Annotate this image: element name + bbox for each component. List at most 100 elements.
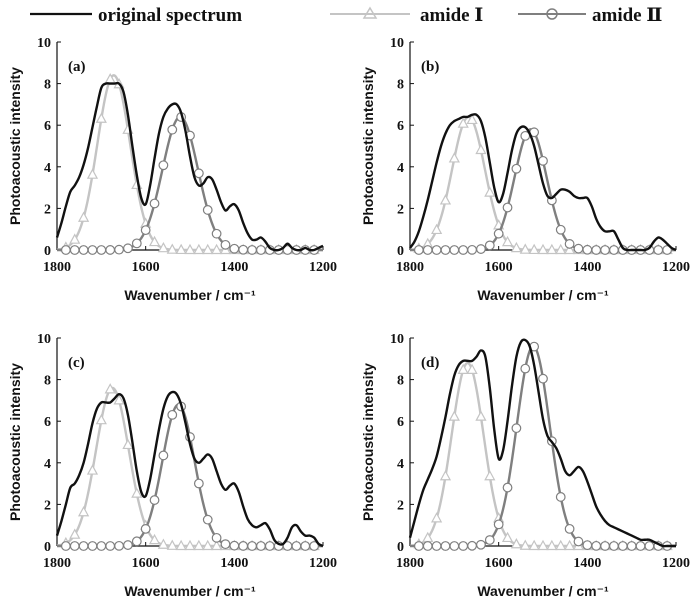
chart-panel: 0 2 4 6 8 10 1800 1600 1400 1200 Wavenumber / cm⁻¹… [360, 36, 690, 303]
amide2-marker [123, 540, 133, 550]
amide2-marker [440, 541, 451, 551]
amide2-marker [564, 523, 575, 534]
x-tick-label: 1600 [485, 260, 513, 275]
amide2-marker [591, 540, 602, 551]
amide1-marker [148, 235, 161, 247]
amide2-marker [573, 243, 584, 254]
amide1-marker [528, 539, 540, 551]
y-tick-label: 6 [397, 415, 404, 430]
amide1-marker [555, 539, 567, 551]
y-tick-label: 2 [397, 498, 404, 513]
amide1-marker [131, 487, 143, 498]
amide2-marker [158, 450, 169, 461]
x-tick-label: 1400 [220, 556, 248, 571]
panel-label: (b) [421, 59, 439, 75]
amide1-marker [563, 539, 576, 551]
amide1-marker [457, 117, 469, 128]
amide2-marker [520, 363, 531, 374]
amide2-marker [60, 541, 71, 551]
y-tick-label: 8 [397, 374, 404, 389]
legend-amide1-label: amide Ⅰ [420, 5, 483, 26]
amide2-line [409, 128, 677, 252]
y-tick-label: 10 [37, 36, 51, 51]
amide2-marker [256, 541, 266, 551]
amide2-marker [114, 244, 124, 255]
y-tick-label: 2 [44, 202, 51, 217]
amide2-marker [78, 245, 89, 255]
amide2-marker [193, 478, 204, 489]
amide1-marker [157, 538, 170, 549]
x-tick-label: 1200 [309, 556, 337, 571]
amide1-marker [210, 243, 223, 255]
amide2-marker [131, 238, 142, 249]
amide2-marker [229, 243, 240, 254]
amide2-marker [555, 224, 566, 235]
y-tick-label: 6 [44, 119, 51, 134]
amide1-marker [166, 539, 178, 550]
amide2-marker [538, 373, 548, 384]
y-tick-label: 6 [397, 119, 404, 134]
amide2-marker [131, 536, 142, 547]
amide1-marker [484, 186, 496, 197]
amide2-marker [69, 245, 80, 255]
amide1-marker [69, 528, 81, 539]
amide2-line [56, 403, 324, 548]
amide2-marker [484, 535, 495, 545]
y-tick-label: 2 [397, 202, 404, 217]
amide2-marker [238, 244, 249, 255]
amide2-marker [202, 514, 213, 525]
amide2-marker [458, 541, 469, 551]
original-spectrum-line [408, 338, 676, 548]
amide2-marker [149, 495, 160, 505]
amide2-marker [202, 205, 213, 215]
x-tick-label: 1800 [43, 556, 71, 571]
amide1-marker [193, 539, 205, 551]
y-tick-label: 6 [44, 415, 51, 430]
amide2-marker [502, 482, 513, 493]
x-tick-label: 1400 [573, 260, 601, 275]
amide1-marker [77, 211, 90, 222]
amide2-marker [140, 523, 151, 534]
y-tick-label: 2 [44, 498, 51, 513]
y-tick-label: 0 [44, 540, 51, 555]
y-tick-label: 8 [44, 374, 51, 389]
amide2-marker [87, 541, 98, 551]
amide1-marker [501, 235, 514, 247]
amide1-marker [95, 413, 107, 425]
legend-amide1-marker [362, 6, 378, 19]
amide1-marker [148, 533, 161, 545]
amide1-marker [430, 223, 443, 235]
amide2-marker [573, 536, 584, 547]
amide2-marker [96, 541, 107, 551]
y-axis-label: Photoacoustic intensity [360, 67, 376, 225]
amide2-marker [264, 541, 275, 551]
amide1-marker [184, 539, 196, 551]
amide2-marker [238, 541, 249, 551]
y-tick-label: 0 [397, 540, 404, 555]
amide1-marker [430, 512, 443, 523]
amide2-marker [78, 541, 89, 551]
amide1-marker [210, 539, 223, 551]
amide2-marker [626, 541, 637, 551]
amide1-marker [466, 113, 478, 125]
amide2-marker [484, 240, 495, 251]
amide1-marker [510, 538, 523, 549]
amide1-marker [439, 469, 452, 481]
amide2-marker [309, 541, 320, 551]
amide2-marker [140, 225, 151, 236]
y-axis-label: Photoacoustic intensity [7, 67, 23, 225]
amide1-marker [466, 363, 478, 374]
y-axis-label: Photoacoustic intensity [360, 363, 376, 521]
amide2-marker [211, 228, 222, 239]
amide1-marker [537, 243, 549, 255]
amide1-marker [122, 438, 134, 450]
amide2-marker [440, 245, 451, 255]
x-axis-label: Wavenumber / cm⁻¹ [124, 583, 256, 599]
amide2-marker [600, 541, 610, 551]
y-tick-label: 10 [37, 332, 51, 347]
amide2-marker [653, 245, 664, 255]
amide2-marker [493, 228, 504, 239]
chart-panel: 0 2 4 6 8 10 1800 1600 1400 1200 Wavenumber / cm⁻¹… [360, 332, 690, 599]
amide2-marker [149, 198, 160, 209]
